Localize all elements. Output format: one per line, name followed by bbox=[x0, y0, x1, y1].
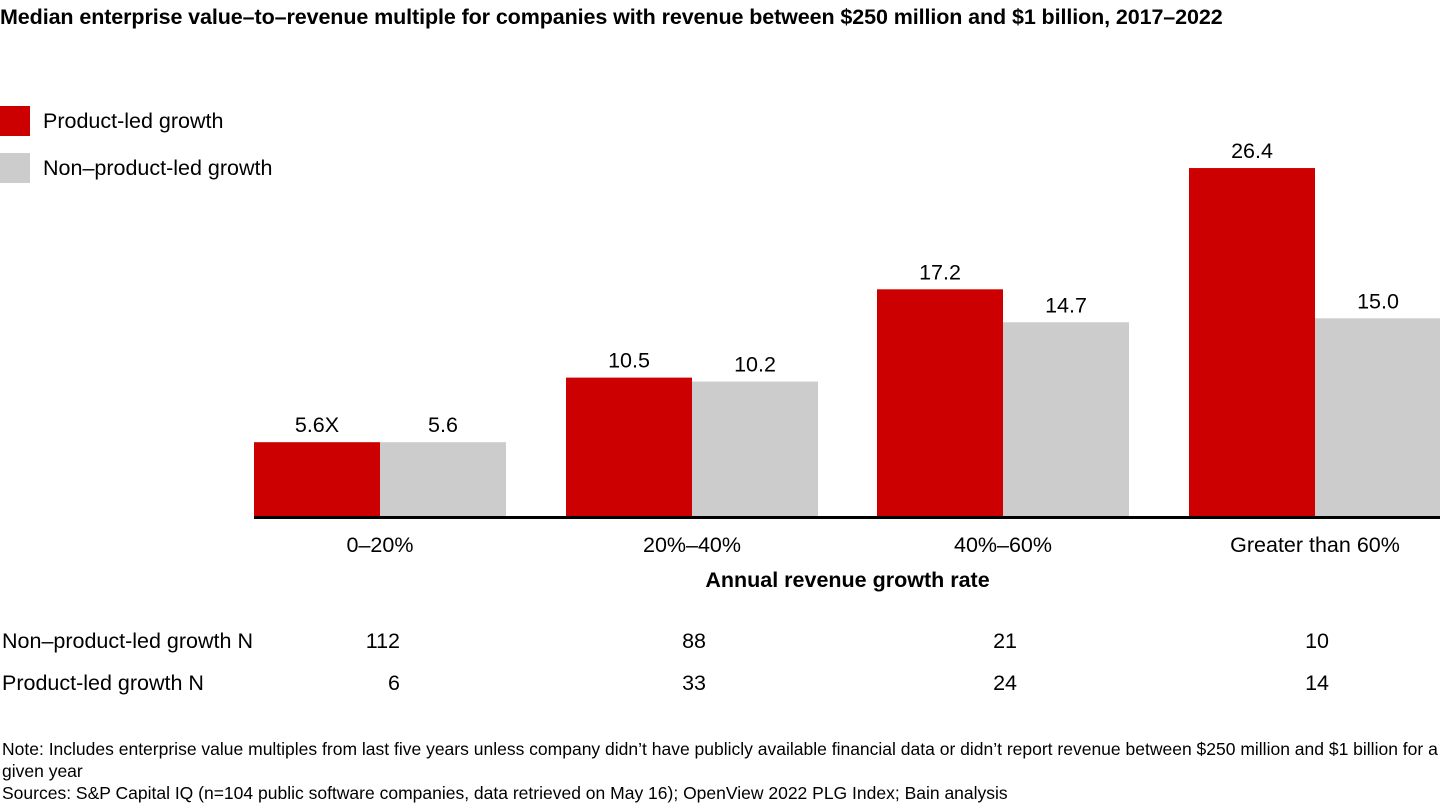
legend-swatch-non-product-led bbox=[0, 153, 30, 183]
legend-item-non-product-led: Non–product-led growth bbox=[0, 153, 272, 183]
bar-non-product-led bbox=[692, 381, 818, 516]
footnote: Note: Includes enterprise value multiple… bbox=[2, 738, 1438, 804]
bar-chart: 5.6X 5.6 0–20% 10.5 10.2 20%–40% 17.2 14.7 40%–6… bbox=[254, 139, 1440, 557]
bar-non-product-led bbox=[1003, 322, 1129, 516]
bar-non-product-led bbox=[1315, 318, 1440, 516]
n-value: 33 bbox=[682, 671, 706, 695]
data-label: 10.2 bbox=[734, 353, 776, 377]
bar-product-led bbox=[254, 442, 380, 516]
legend-item-product-led: Product-led growth bbox=[0, 106, 223, 136]
bar-non-product-led bbox=[380, 442, 506, 516]
data-label: 14.7 bbox=[1045, 293, 1087, 317]
bar-product-led bbox=[1189, 168, 1315, 516]
n-value: 24 bbox=[993, 671, 1017, 695]
note-text: Note: Includes enterprise value multiple… bbox=[2, 739, 1438, 781]
category-label: 0–20% bbox=[347, 533, 414, 557]
n-value: 21 bbox=[993, 629, 1017, 653]
chart-title: Median enterprise value–to–revenue multi… bbox=[0, 5, 1223, 29]
data-label: 10.5 bbox=[608, 349, 650, 373]
bar-product-led bbox=[877, 289, 1003, 516]
n-value: 10 bbox=[1305, 629, 1329, 653]
category-label: 20%–40% bbox=[643, 533, 741, 557]
category-label: Greater than 60% bbox=[1230, 533, 1400, 557]
data-label: 15.0 bbox=[1357, 289, 1399, 313]
data-label: 5.6 bbox=[428, 413, 458, 437]
n-value: 14 bbox=[1305, 671, 1329, 695]
n-row-label: Non–product-led growth N bbox=[2, 629, 253, 653]
sources-text: Sources: S&P Capital IQ (n=104 public so… bbox=[2, 783, 1008, 803]
n-value: 88 bbox=[682, 629, 706, 653]
category-label: 40%–60% bbox=[954, 533, 1052, 557]
data-label: 17.2 bbox=[919, 260, 961, 284]
legend-swatch-product-led bbox=[0, 106, 30, 136]
n-row-non-product-led: Non–product-led growth N 112 88 21 10 bbox=[0, 629, 1440, 659]
n-row-product-led: Product-led growth N 6 33 24 14 bbox=[0, 671, 1440, 701]
n-value: 112 bbox=[365, 629, 400, 653]
bar-product-led bbox=[566, 377, 692, 516]
n-value: 6 bbox=[388, 671, 400, 695]
data-label: 5.6X bbox=[295, 413, 339, 437]
data-label: 26.4 bbox=[1231, 139, 1273, 163]
legend-label-product-led: Product-led growth bbox=[43, 108, 224, 133]
n-row-label: Product-led growth N bbox=[2, 671, 204, 695]
x-axis-title: Annual revenue growth rate bbox=[705, 568, 990, 592]
legend-label-non-product-led: Non–product-led growth bbox=[43, 155, 273, 180]
